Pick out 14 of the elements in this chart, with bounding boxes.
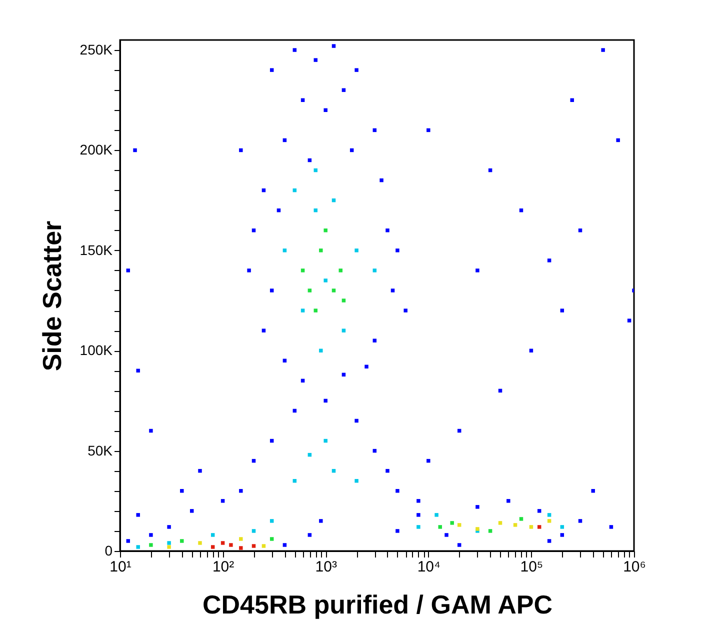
x-tick-label: 10⁶ [623,558,646,576]
x-tick-label: 10³ [315,558,337,576]
x-tick-label: 10⁴ [417,558,440,576]
y-tick-label: 100K [80,342,114,358]
y-tick-label: 250K [80,42,114,58]
x-tick-label: 10⁵ [520,558,544,576]
x-tick-label: 10² [212,558,234,576]
y-tick-label: 0 [104,542,113,558]
y-axis-title: Side Scatter [36,220,67,372]
x-tick-label: 10¹ [110,558,132,576]
y-tick-label: 150K [80,242,114,258]
y-tick-label: 50K [88,442,114,458]
y-tick-label: 200K [80,142,114,158]
x-axis-title: CD45RB purified / GAM APC [202,590,553,620]
